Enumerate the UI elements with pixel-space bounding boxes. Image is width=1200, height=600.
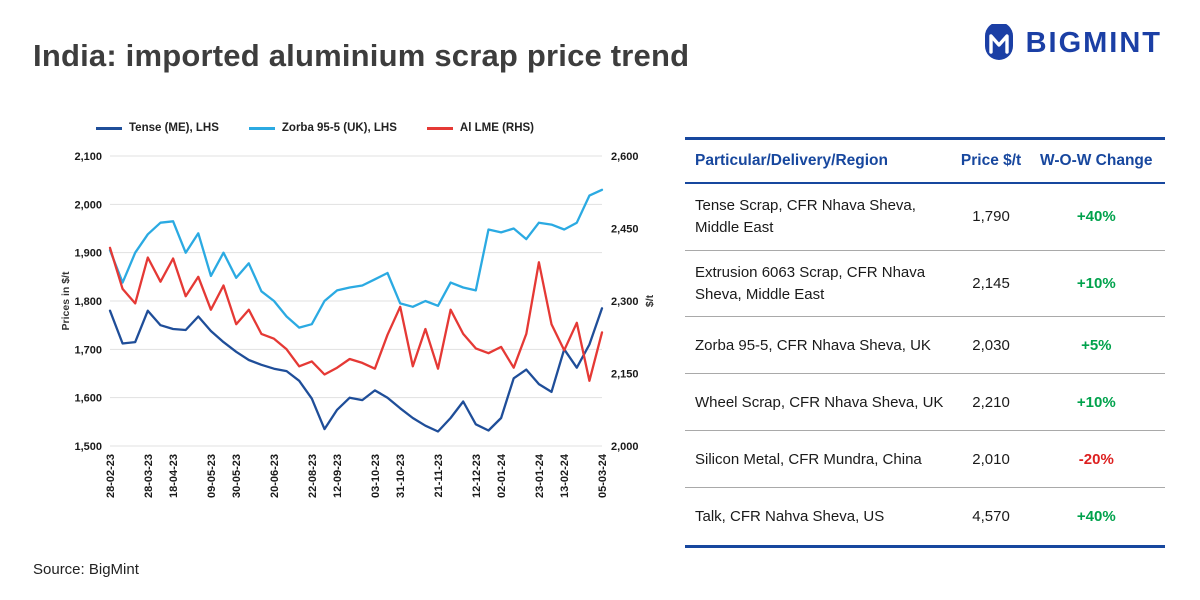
table-row: Tense Scrap, CFR Nhava Sheva, Middle Eas…	[685, 184, 1165, 251]
page-title: India: imported aluminium scrap price tr…	[33, 38, 690, 73]
row-particular: Wheel Scrap, CFR Nhava Sheva, UK	[695, 393, 944, 411]
svg-text:Prices in $/t: Prices in $/t	[60, 271, 72, 330]
legend-label: Tense (ME), LHS	[129, 122, 219, 134]
row-price: 2,210	[972, 393, 1010, 411]
legend-swatch	[248, 126, 275, 130]
row-wow-change: +40%	[1076, 208, 1116, 226]
bigmint-logo-icon	[980, 24, 1018, 62]
header-price: Price $/t	[960, 152, 1022, 169]
svg-text:28-02-23: 28-02-23	[105, 454, 117, 498]
legend-label: Al LME (RHS)	[459, 122, 535, 134]
legend-item: Zorba 95-5 (UK), LHS	[248, 122, 397, 134]
table-header-row: Particular/Delivery/Region Price $/t W-O…	[685, 140, 1165, 185]
svg-text:21-11-23: 21-11-23	[433, 454, 445, 497]
price-table: Particular/Delivery/Region Price $/t W-O…	[685, 137, 1165, 549]
chart-legend: Tense (ME), LHS Zorba 95-5 (UK), LHS Al LM…	[96, 122, 658, 134]
brand-logo: BIGMINT	[980, 24, 1162, 62]
row-wow-change: +10%	[1076, 274, 1116, 292]
table-row: Talk, CFR Nahva Sheva, US 4,570 +40%	[685, 488, 1165, 545]
svg-text:05-03-24: 05-03-24	[597, 453, 609, 498]
svg-text:12-09-23: 12-09-23	[332, 454, 344, 498]
chart-canvas: 2,100 2,000 1,900 1,800 1,700 1,600 1,500 2,600…	[60, 151, 656, 498]
svg-text:1,700: 1,700	[74, 344, 102, 356]
price-trend-chart: Tense (ME), LHS Zorba 95-5 (UK), LHS Al LM…	[58, 122, 658, 552]
table-row: Zorba 95-5, CFR Nhava Sheva, UK 2,030 +5%	[685, 317, 1165, 375]
svg-text:09-05-23: 09-05-23	[206, 454, 218, 498]
svg-text:18-04-23: 18-04-23	[168, 454, 180, 498]
legend-label: Zorba 95-5 (UK), LHS	[281, 122, 397, 134]
row-wow-change: +40%	[1076, 508, 1116, 526]
row-particular: Zorba 95-5, CFR Nhava Sheva, UK	[695, 336, 931, 354]
svg-text:28-03-23: 28-03-23	[143, 454, 155, 498]
svg-text:$/t: $/t	[644, 294, 656, 307]
svg-text:20-06-23: 20-06-23	[269, 454, 281, 498]
row-price: 1,790	[972, 208, 1010, 226]
header-wow-change: W-O-W Change	[1040, 152, 1153, 169]
svg-text:02-01-24: 02-01-24	[496, 453, 508, 498]
row-particular: Silicon Metal, CFR Mundra, China	[695, 450, 922, 468]
svg-text:2,000: 2,000	[611, 441, 639, 453]
svg-text:2,000: 2,000	[74, 199, 102, 211]
table-row: Wheel Scrap, CFR Nhava Sheva, UK 2,210 +10…	[685, 374, 1165, 432]
row-particular: Talk, CFR Nahva Sheva, US	[695, 508, 885, 526]
svg-text:30-05-23: 30-05-23	[231, 454, 243, 498]
svg-text:1,900: 1,900	[74, 248, 102, 260]
row-price: 2,030	[972, 336, 1010, 354]
svg-text:13-02-24: 13-02-24	[559, 453, 571, 498]
row-price: 4,570	[972, 508, 1010, 526]
svg-text:31-10-23: 31-10-23	[395, 454, 407, 498]
svg-text:22-08-23: 22-08-23	[307, 454, 319, 498]
header-particular: Particular/Delivery/Region	[695, 152, 888, 169]
svg-text:23-01-24: 23-01-24	[534, 453, 546, 498]
legend-item: Al LME (RHS)	[426, 122, 535, 134]
table-body: Tense Scrap, CFR Nhava Sheva, Middle Eas…	[685, 184, 1165, 545]
source-note: Source: BigMint	[33, 561, 139, 578]
svg-text:2,300: 2,300	[611, 296, 639, 308]
row-particular: Extrusion 6063 Scrap, CFR Nhava Sheva, M…	[695, 263, 926, 303]
svg-text:1,500: 1,500	[74, 441, 102, 453]
row-wow-change: +10%	[1076, 393, 1116, 411]
row-wow-change: -20%	[1078, 450, 1114, 468]
row-particular: Tense Scrap, CFR Nhava Sheva, Middle Eas…	[695, 197, 916, 237]
row-price: 2,010	[972, 450, 1010, 468]
row-price: 2,145	[972, 274, 1010, 292]
row-wow-change: +5%	[1081, 336, 1112, 354]
svg-text:2,450: 2,450	[611, 224, 639, 236]
svg-text:03-10-23: 03-10-23	[370, 454, 382, 498]
table-row: Extrusion 6063 Scrap, CFR Nhava Sheva, M…	[685, 251, 1165, 318]
svg-text:2,100: 2,100	[74, 151, 102, 163]
svg-text:12-12-23: 12-12-23	[471, 454, 483, 498]
legend-item: Tense (ME), LHS	[96, 122, 219, 134]
svg-text:2,150: 2,150	[611, 369, 639, 381]
legend-swatch	[426, 126, 453, 130]
svg-text:2,600: 2,600	[611, 151, 639, 163]
table-row: Silicon Metal, CFR Mundra, China 2,010 -20…	[685, 431, 1165, 489]
svg-text:1,600: 1,600	[74, 393, 102, 405]
svg-text:1,800: 1,800	[74, 296, 102, 308]
legend-swatch	[96, 126, 122, 130]
brand-name: BIGMINT	[1025, 26, 1162, 59]
